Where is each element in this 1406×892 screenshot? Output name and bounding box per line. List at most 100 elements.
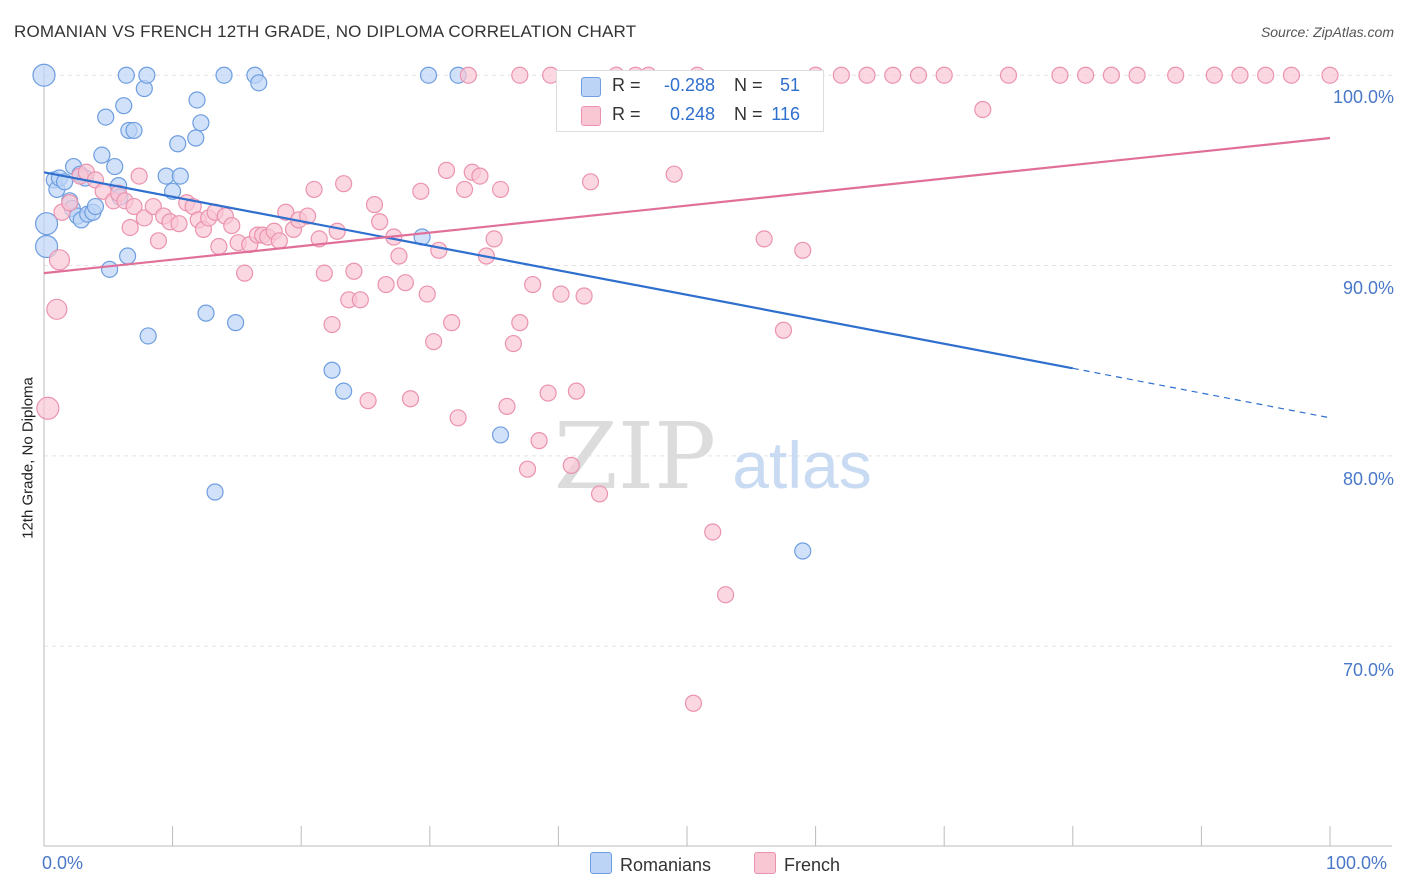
french-point	[1102, 66, 1120, 84]
x-tick-min: 0.0%	[42, 853, 84, 873]
french-point	[36, 396, 60, 420]
romanians-point	[419, 66, 438, 84]
french-point	[832, 66, 850, 84]
french-point	[794, 241, 812, 259]
y-tick-90: 90.0%	[1342, 278, 1394, 298]
romanians-point	[100, 260, 119, 278]
french-point	[135, 209, 153, 227]
romanians-point	[323, 361, 341, 379]
french-point	[455, 180, 474, 199]
french-point	[437, 161, 456, 179]
french-point	[552, 285, 570, 303]
french-point	[377, 275, 395, 294]
french-point	[935, 66, 953, 84]
french-point	[365, 196, 384, 214]
watermark-atlas: atlas	[732, 428, 871, 502]
french-point	[371, 213, 389, 231]
french-point	[236, 264, 254, 282]
french-point	[774, 321, 793, 339]
romanians-point	[106, 157, 124, 176]
r-value-french: 0.248	[669, 104, 715, 124]
french-point	[567, 382, 586, 400]
french-point	[1077, 66, 1095, 84]
french-point	[1205, 66, 1223, 84]
french-point	[974, 100, 992, 119]
y-tick-80: 80.0%	[1342, 469, 1394, 489]
r-label: R =	[612, 75, 641, 95]
romanians-point	[215, 66, 233, 84]
legend-row-romanians: R = -0.288 N = 51	[557, 72, 823, 100]
y-tick-70: 70.0%	[1342, 660, 1394, 680]
french-point	[716, 586, 735, 604]
legend-row-french: R = 0.248 N = 116	[557, 101, 823, 129]
romanians-point	[86, 197, 105, 216]
romanians-point	[188, 91, 206, 109]
french-point	[1257, 66, 1275, 84]
french-point	[61, 194, 79, 212]
x-tick-max: 100.0%	[1326, 853, 1388, 873]
french-point	[390, 247, 408, 265]
french-point	[130, 167, 148, 185]
romanians-point	[197, 304, 215, 322]
chart-title: ROMANIAN VS FRENCH 12TH GRADE, NO DIPLOM…	[14, 22, 637, 41]
legend-label-french: French	[784, 855, 841, 875]
french-point	[884, 66, 902, 84]
n-value-romanians: 51	[779, 75, 800, 95]
source-credit: Source: ZipAtlas.com	[1260, 24, 1394, 40]
french-point	[518, 460, 537, 478]
french-point	[704, 523, 722, 541]
french-point	[909, 66, 928, 84]
romanians-point	[34, 234, 59, 259]
french-point	[46, 298, 68, 320]
romanians-point	[32, 63, 56, 87]
french-point	[412, 182, 430, 200]
french-point	[858, 66, 876, 84]
n-label: N =	[734, 104, 763, 124]
french-point	[425, 333, 443, 351]
french-point	[581, 173, 600, 191]
french-point	[999, 66, 1018, 84]
french-point	[359, 392, 377, 410]
romanians-point	[192, 114, 210, 132]
french-point	[511, 66, 529, 84]
romanians-point	[187, 129, 205, 147]
french-point	[210, 237, 228, 256]
french-point	[504, 334, 522, 353]
french-point	[299, 207, 317, 225]
legend-item-french[interactable]: French	[754, 852, 840, 876]
french-point	[575, 287, 593, 305]
french-point	[498, 397, 516, 415]
french-point	[562, 456, 580, 474]
grid-lines	[44, 74, 1392, 647]
french-point	[1167, 66, 1185, 84]
legend-item-romanians[interactable]: Romanians	[590, 852, 711, 876]
french-point	[345, 262, 363, 280]
romanians-point	[794, 542, 812, 560]
french-point	[530, 432, 548, 450]
french-point	[351, 291, 369, 309]
correlation-legend: R = -0.288 N = 51 R = 0.248 N = 116	[556, 70, 824, 132]
french-point	[755, 230, 773, 248]
french-point	[471, 167, 489, 185]
french-point	[1051, 66, 1069, 84]
french-point	[1231, 66, 1249, 84]
romanians-point	[93, 146, 111, 164]
n-value-french: 116	[771, 104, 800, 124]
r-label: R =	[612, 104, 641, 124]
french-point	[335, 175, 353, 193]
n-label: N =	[734, 75, 763, 95]
romanians-swatch	[581, 77, 601, 97]
romanians-point	[171, 167, 189, 185]
r-value-romanians: -0.288	[663, 75, 715, 95]
french-legend-swatch	[754, 852, 776, 874]
french-point	[443, 314, 461, 332]
romanians-point	[227, 314, 245, 332]
french-point	[511, 314, 529, 332]
romanians-point	[125, 121, 143, 140]
french-point	[170, 215, 188, 233]
romanians-point	[335, 382, 353, 400]
legend-label-romanians: Romanians	[620, 855, 712, 875]
french-points	[36, 66, 1339, 712]
romanians-point	[491, 426, 510, 444]
